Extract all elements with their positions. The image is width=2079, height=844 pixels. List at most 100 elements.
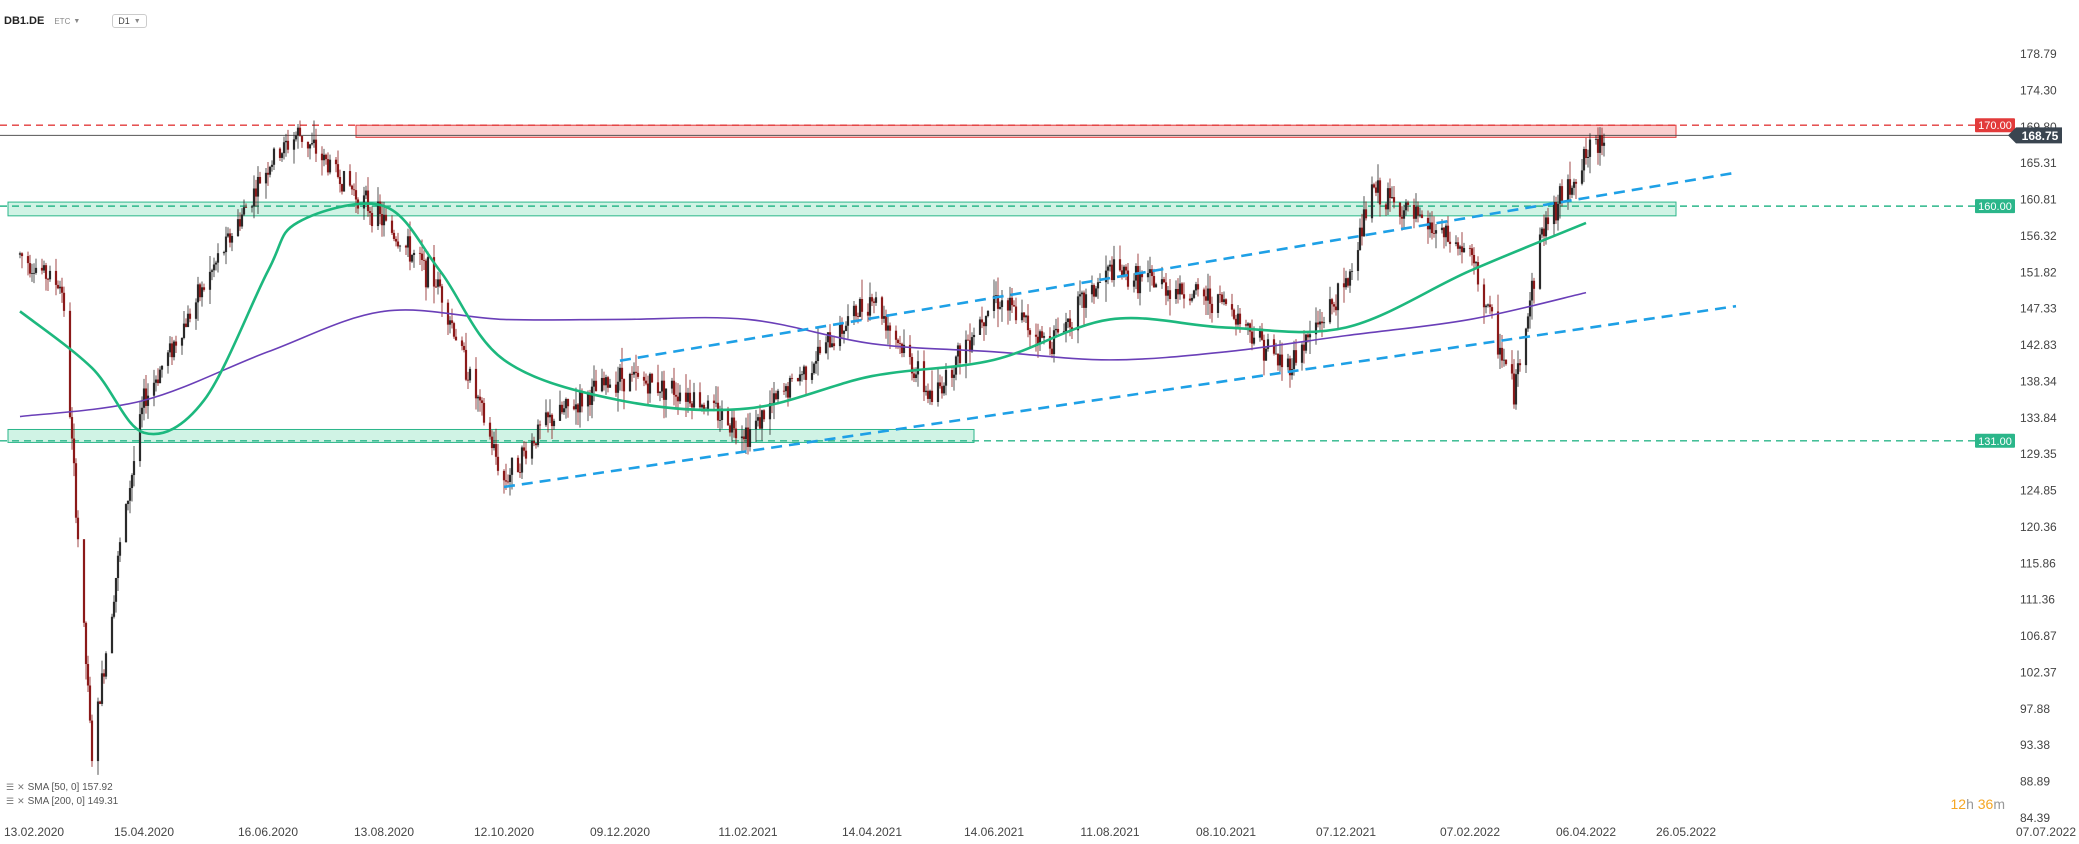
menu-icon[interactable]: ☰ (6, 782, 15, 792)
candle-body (1460, 246, 1464, 253)
candle-body (258, 176, 262, 184)
candle-body (1160, 279, 1164, 285)
candle-body (574, 404, 578, 410)
candle-body (980, 319, 984, 323)
chevron-down-icon: ▼ (73, 17, 81, 25)
candle-body (1414, 206, 1418, 219)
candle-body (1244, 324, 1248, 326)
candle-body (832, 343, 836, 347)
candle-body (1456, 242, 1460, 249)
instrument-type-selector[interactable]: ETC ▼ (54, 17, 80, 26)
candle-body (1176, 288, 1180, 295)
candle-body (558, 404, 562, 421)
candle-body (730, 417, 734, 433)
candle-body (1524, 328, 1528, 366)
candle-body (632, 371, 636, 375)
candle-body (1482, 284, 1486, 308)
candle-body (58, 286, 62, 289)
candle-body (1178, 283, 1182, 295)
x-tick-label: 13.08.2020 (354, 825, 414, 839)
candle-body (1316, 322, 1320, 325)
candle-body (1434, 230, 1438, 234)
candle-body (1278, 354, 1282, 366)
candle-body (1498, 347, 1502, 355)
candle-body (776, 390, 780, 400)
candle-body (594, 380, 598, 392)
candle-body (154, 379, 158, 383)
close-icon[interactable]: ✕ (17, 782, 25, 792)
close-icon[interactable]: ✕ (17, 796, 25, 806)
candle-body (1458, 246, 1462, 249)
candle-body (1476, 262, 1480, 285)
candle-body (454, 336, 458, 341)
candle-body (160, 365, 164, 370)
candle-body (706, 400, 710, 411)
candle-body (1300, 344, 1304, 363)
candle-body (1556, 203, 1560, 221)
candle-body (394, 238, 398, 242)
y-tick-label: 120.36 (2020, 520, 2057, 534)
candle-body (364, 190, 368, 196)
symbol-label[interactable]: DB1.DE (4, 15, 45, 27)
candle-body (308, 144, 312, 149)
candle-body (1334, 306, 1338, 311)
candle-body (950, 370, 954, 378)
candle-body (1014, 306, 1018, 321)
legend-sma200[interactable]: ☰ ✕ SMA [200, 0] 149.31 (6, 796, 118, 807)
x-tick-label: 07.07.2022 (2016, 825, 2076, 839)
candle-body (1094, 288, 1098, 297)
candle-body (1350, 270, 1354, 272)
candle-body (908, 344, 912, 358)
candle-body (1402, 210, 1406, 219)
candle-body (1400, 216, 1404, 219)
legend-sma50[interactable]: ☰ ✕ SMA [50, 0] 157.92 (6, 782, 113, 793)
candle-body (432, 257, 436, 287)
candle-body (1322, 322, 1326, 324)
candle-body (702, 404, 706, 412)
timeframe-dropdown[interactable]: D1 ▼ (112, 14, 147, 28)
candle-body (488, 422, 492, 437)
candle-body (1010, 297, 1014, 306)
candle-body (1090, 285, 1094, 295)
candle-body (1594, 138, 1598, 140)
candle-body (142, 388, 146, 408)
candle-body (842, 330, 846, 334)
countdown-hours: 12 (1950, 796, 1967, 812)
menu-icon[interactable]: ☰ (6, 796, 15, 806)
candle-body (434, 286, 438, 288)
candle-body (96, 701, 100, 762)
y-tick-label: 106.87 (2020, 629, 2057, 643)
candle-body (1532, 280, 1536, 289)
candle-body (34, 267, 38, 273)
candle-body (166, 352, 170, 366)
candle-body (860, 299, 864, 312)
candle-body (1580, 170, 1584, 184)
y-tick-label: 88.89 (2020, 775, 2050, 789)
candle-body (1364, 209, 1368, 219)
candle-body (1066, 318, 1070, 323)
candle-body (732, 417, 736, 429)
candle-body (1224, 299, 1228, 305)
candle-body (804, 366, 808, 380)
candle-body (1348, 271, 1352, 286)
candle-body (1566, 179, 1570, 201)
candle-body (670, 380, 674, 389)
candle-body (660, 380, 664, 392)
candle-body (910, 357, 914, 374)
candle-body (420, 253, 424, 260)
candle-body (404, 245, 408, 248)
candle-body (194, 302, 198, 319)
candle-body (1154, 284, 1158, 288)
candle-body (292, 139, 296, 150)
candle-body (56, 284, 60, 289)
candle-body (1110, 264, 1114, 281)
candle-body (88, 685, 92, 721)
candle-body (1036, 336, 1040, 345)
candle-body (576, 404, 580, 413)
candle-body (1454, 242, 1458, 244)
candle-body (1062, 331, 1066, 333)
candle-body (1230, 304, 1234, 310)
x-tick-label: 16.06.2020 (238, 825, 298, 839)
